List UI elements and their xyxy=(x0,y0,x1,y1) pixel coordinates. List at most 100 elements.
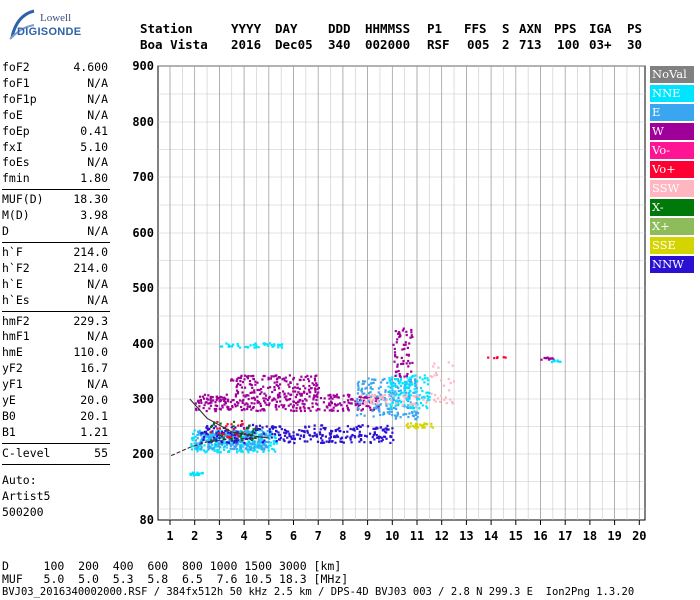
echo-point xyxy=(268,402,271,405)
echo-point xyxy=(247,448,250,451)
echo-point xyxy=(191,471,194,474)
echo-point xyxy=(206,438,209,441)
echo-point xyxy=(313,427,316,430)
echo-point xyxy=(219,345,222,348)
echo-point xyxy=(228,434,231,437)
echo-point xyxy=(273,388,276,391)
echo-point xyxy=(223,448,226,451)
echo-point xyxy=(386,407,389,410)
echo-point xyxy=(239,383,242,386)
echo-point xyxy=(409,336,412,339)
echo-point xyxy=(414,374,417,377)
echo-point xyxy=(410,406,413,409)
echo-point xyxy=(218,407,221,410)
echo-point xyxy=(224,401,227,404)
echo-point xyxy=(364,403,367,406)
echo-point xyxy=(360,394,363,397)
echo-point xyxy=(379,426,382,429)
echo-point xyxy=(314,394,317,397)
echo-point xyxy=(204,451,207,454)
param-key: yF1 xyxy=(2,377,23,392)
echo-point xyxy=(252,374,255,377)
separator xyxy=(2,310,110,312)
echo-point xyxy=(211,435,214,438)
echo-point xyxy=(392,396,395,399)
echo-point xyxy=(272,448,276,451)
echo-point xyxy=(211,448,214,451)
echo-point xyxy=(416,416,419,419)
separator xyxy=(2,442,110,444)
echo-point xyxy=(223,403,226,406)
echo-point xyxy=(273,381,276,384)
echo-point xyxy=(279,433,282,437)
echo-point xyxy=(317,386,320,390)
echo-point xyxy=(282,406,285,409)
echo-point xyxy=(308,425,311,428)
echo-point xyxy=(404,343,407,346)
echo-point xyxy=(377,387,380,390)
echo-point xyxy=(235,379,238,382)
echo-point xyxy=(244,395,247,398)
echo-point xyxy=(391,388,394,391)
header-label: PS xyxy=(627,21,643,36)
echo-point xyxy=(338,430,341,433)
echo-point xyxy=(356,427,359,430)
echo-point xyxy=(238,439,241,442)
echo-point xyxy=(410,370,413,373)
echo-point xyxy=(250,443,253,446)
echo-point xyxy=(201,437,204,440)
echo-point xyxy=(417,412,420,415)
echo-point xyxy=(295,401,298,405)
echo-point xyxy=(407,404,410,407)
echo-point xyxy=(416,380,419,383)
echo-point xyxy=(300,429,303,432)
echo-point xyxy=(277,385,280,388)
echo-point xyxy=(234,429,237,433)
echo-point xyxy=(323,409,326,412)
echo-point xyxy=(360,390,363,393)
echo-point xyxy=(225,425,228,428)
echo-point xyxy=(285,399,289,402)
echo-point xyxy=(195,442,198,445)
echo-point xyxy=(315,382,318,385)
param-row: yE 20.0 xyxy=(2,393,108,409)
echo-point xyxy=(387,391,390,394)
param-value: 3.98 xyxy=(80,208,108,223)
echo-point xyxy=(232,428,235,431)
echo-point xyxy=(321,434,324,437)
echo-point xyxy=(283,393,286,396)
echo-point xyxy=(363,441,366,444)
echo-point xyxy=(311,405,314,408)
echo-point xyxy=(356,414,359,417)
echo-point xyxy=(230,378,233,381)
echo-point xyxy=(274,426,277,429)
echo-point xyxy=(363,392,366,395)
echo-point xyxy=(241,401,244,404)
echo-point xyxy=(240,409,243,412)
echo-point xyxy=(219,446,222,449)
echo-point xyxy=(285,380,288,383)
echo-point xyxy=(227,398,230,401)
echo-point xyxy=(202,407,205,410)
echo-point xyxy=(261,408,264,411)
echo-point xyxy=(219,434,222,437)
echo-point xyxy=(394,390,397,393)
legend-item: SSE xyxy=(650,237,694,254)
echo-point xyxy=(309,438,312,441)
echo-point xyxy=(279,400,282,403)
echo-point xyxy=(240,439,244,442)
echo-point xyxy=(396,356,399,359)
echo-point xyxy=(249,431,253,434)
echo-point xyxy=(277,396,280,399)
echo-point xyxy=(347,401,350,404)
echo-point xyxy=(278,387,281,390)
echo-point xyxy=(249,391,252,394)
echo-point xyxy=(230,439,233,442)
echo-point xyxy=(226,434,229,437)
param-key: yF2 xyxy=(2,361,23,376)
echo-point xyxy=(213,437,216,440)
legend-item: Vo+ xyxy=(650,161,694,178)
echo-point xyxy=(384,390,387,393)
echo-point xyxy=(306,440,309,443)
echo-point xyxy=(388,394,391,397)
